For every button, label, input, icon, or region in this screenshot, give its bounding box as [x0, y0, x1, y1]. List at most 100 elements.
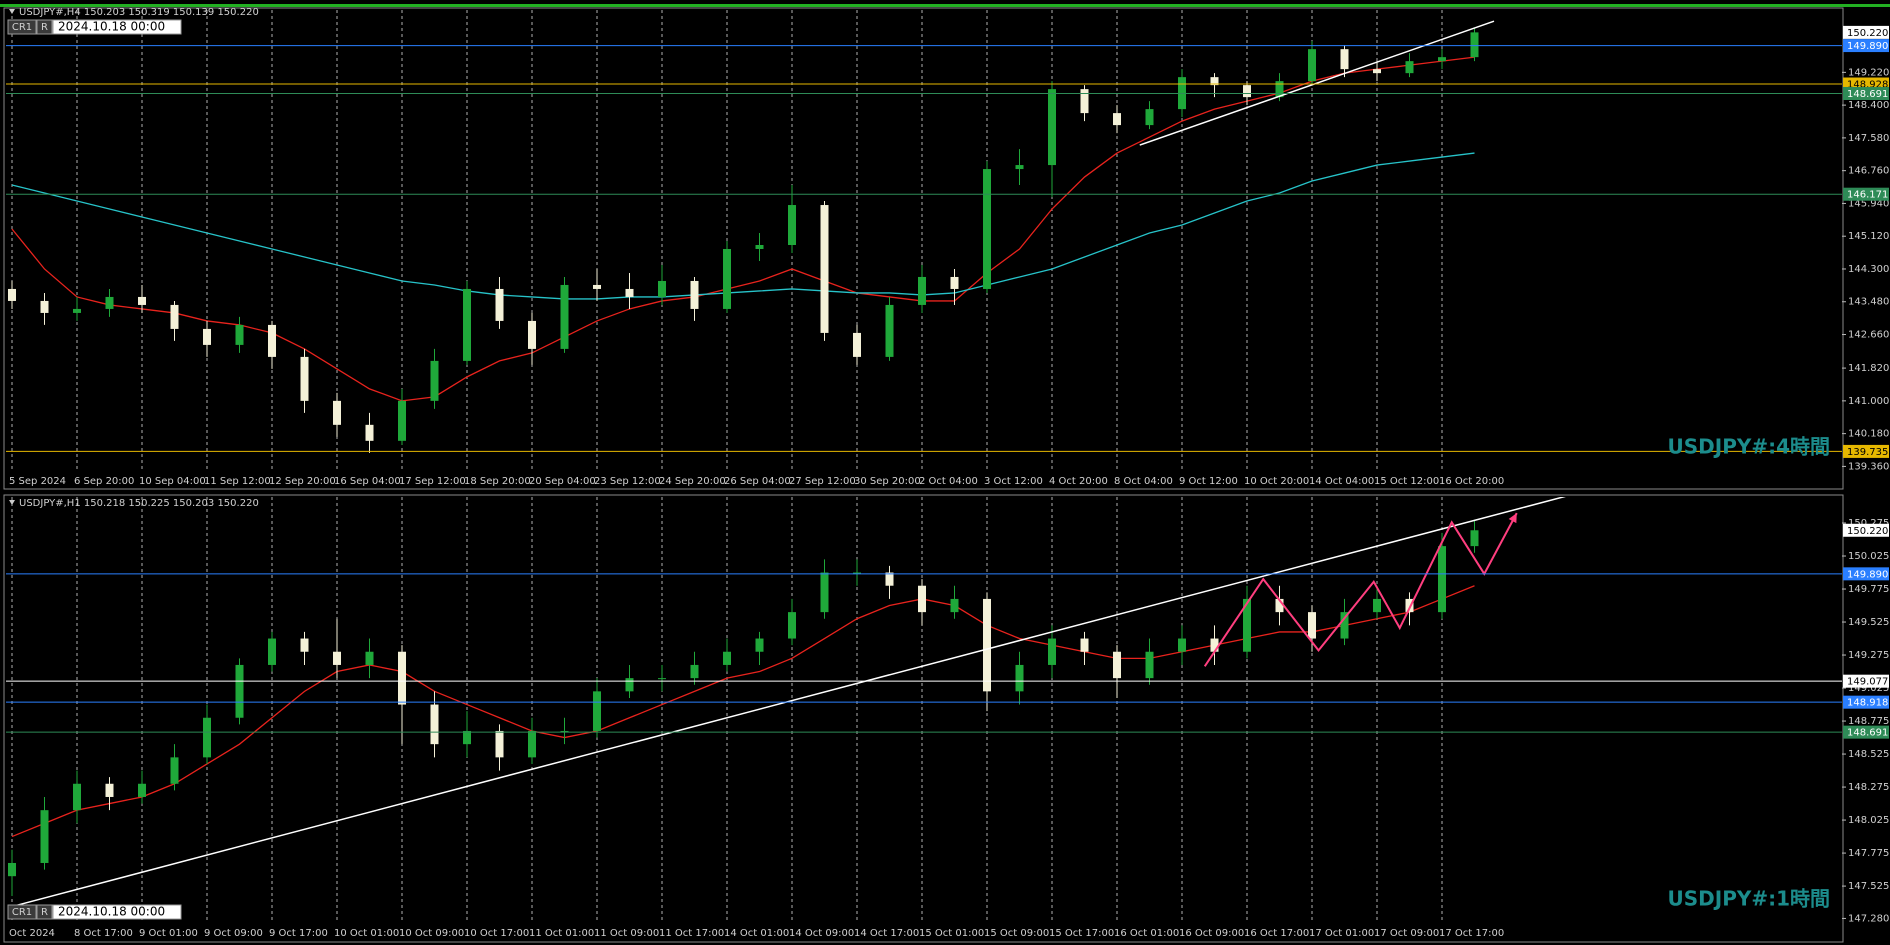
candle-body: [40, 810, 49, 863]
candle-body: [723, 651, 731, 665]
x-tick-label: 4 Oct 20:00: [1049, 476, 1108, 487]
profile-box: [7, 19, 37, 35]
y-tick-label: 149.275: [1848, 650, 1889, 661]
candle-body: [625, 288, 634, 297]
price-tag: [1843, 25, 1889, 39]
y-tick-label: 148.400: [1848, 100, 1889, 111]
candle-body: [1015, 165, 1024, 170]
moving-average: [11, 152, 1475, 300]
x-tick-label: 15 Oct 17:00: [1049, 928, 1114, 939]
candle-body: [203, 328, 211, 345]
level-label: 148.918: [1847, 698, 1888, 709]
collapse-arrow: [9, 500, 15, 505]
x-tick-label: Oct 2024: [9, 928, 55, 939]
mode-label: R: [41, 907, 48, 918]
candle-body: [1340, 612, 1349, 639]
mode-box: [36, 904, 53, 920]
candle-body: [1210, 638, 1219, 652]
x-tick-label: 23 Sep 12:00: [594, 476, 661, 487]
candle-body: [365, 651, 374, 665]
x-tick-label: 16 Oct 09:00: [1179, 928, 1244, 939]
x-tick-label: 5 Sep 2024: [9, 476, 66, 487]
x-tick-label: 16 Oct 01:00: [1114, 928, 1179, 939]
candle-body: [1470, 32, 1479, 58]
mode-label: R: [41, 22, 48, 33]
candle-body: [1015, 664, 1024, 692]
x-tick-label: 2 Oct 04:00: [919, 476, 978, 487]
candle-body: [853, 572, 861, 574]
watermark: USDJPY#:4時間: [1668, 435, 1831, 459]
candle-body: [495, 730, 504, 758]
candle-body: [1308, 612, 1316, 639]
candle-body: [1080, 638, 1089, 652]
candle-body: [918, 585, 926, 613]
watermark: USDJPY#:1時間: [1668, 887, 1831, 911]
level-label: 148.691: [1847, 89, 1888, 100]
candle-body: [1113, 651, 1121, 679]
projection-path: [1203, 512, 1518, 667]
y-tick-label: 148.775: [1848, 716, 1889, 727]
candle-body: [950, 276, 959, 289]
price-tag: [1843, 523, 1889, 537]
x-tick-label: 14 Oct 01:00: [724, 928, 789, 939]
candle-body: [1373, 598, 1381, 613]
candle-body: [235, 324, 244, 345]
x-tick-label: 11 Oct 17:00: [659, 928, 724, 939]
profile-box: [7, 904, 37, 920]
y-tick-label: 145.940: [1848, 198, 1889, 209]
level-label: 149.890: [1847, 569, 1888, 580]
level-label: 149.890: [1847, 41, 1888, 52]
x-tick-label: 14 Oct 04:00: [1309, 476, 1374, 487]
panel-title: USDJPY#,H1 150.218 150.225 150.203 150.2…: [19, 498, 259, 509]
y-tick-label: 147.580: [1848, 133, 1889, 144]
candle-body: [1243, 85, 1251, 98]
candle-body: [8, 288, 16, 301]
x-tick-label: 16 Sep 04:00: [334, 476, 401, 487]
collapse-arrow: [9, 9, 15, 14]
candle-body: [820, 572, 829, 613]
candle-body: [398, 651, 406, 705]
candle-body: [40, 300, 49, 313]
candle-body: [593, 691, 601, 731]
x-tick-label: 10 Oct 17:00: [464, 928, 529, 939]
candle-body: [625, 678, 634, 692]
candle-body: [105, 296, 114, 309]
candle-body: [495, 288, 504, 321]
x-tick-label: 14 Oct 17:00: [854, 928, 919, 939]
x-tick-label: 30 Sep 20:00: [854, 476, 921, 487]
x-tick-label: 17 Oct 17:00: [1439, 928, 1504, 939]
candle-body: [1113, 113, 1121, 126]
candle-body: [950, 598, 959, 613]
candle-body: [788, 205, 796, 245]
x-tick-label: 6 Sep 20:00: [74, 476, 134, 487]
y-tick-label: 141.000: [1848, 396, 1889, 407]
candle-body: [1145, 651, 1154, 679]
candle-body: [268, 638, 276, 665]
y-tick-label: 142.660: [1848, 330, 1889, 341]
moving-average: [11, 56, 1475, 402]
arrow-head: [1508, 513, 1517, 524]
candle-body: [918, 276, 926, 305]
candle-body: [690, 280, 699, 309]
x-tick-label: 9 Oct 17:00: [269, 928, 328, 939]
level-tag: [1843, 444, 1889, 458]
candle-body: [1210, 77, 1219, 86]
candle-body: [1308, 49, 1316, 82]
y-tick-label: 150.275: [1848, 518, 1889, 529]
trend-line: [11, 497, 1566, 908]
level-tag: [1843, 725, 1889, 739]
candle-body: [1243, 598, 1251, 652]
x-tick-label: 9 Oct 01:00: [139, 928, 198, 939]
x-tick-label: 8 Oct 04:00: [1114, 476, 1173, 487]
profile-label: CR1: [12, 907, 32, 918]
candle-body: [1178, 638, 1186, 652]
candle-body: [333, 651, 341, 665]
candle-body: [1048, 638, 1056, 665]
y-tick-label: 139.360: [1848, 461, 1889, 472]
candle-body: [1340, 49, 1349, 70]
y-tick-label: 149.525: [1848, 617, 1889, 628]
x-tick-label: 10 Oct 09:00: [399, 928, 464, 939]
y-tick-label: 141.820: [1848, 363, 1889, 374]
candle-body: [690, 664, 699, 679]
level-label: 148.928: [1847, 80, 1888, 91]
